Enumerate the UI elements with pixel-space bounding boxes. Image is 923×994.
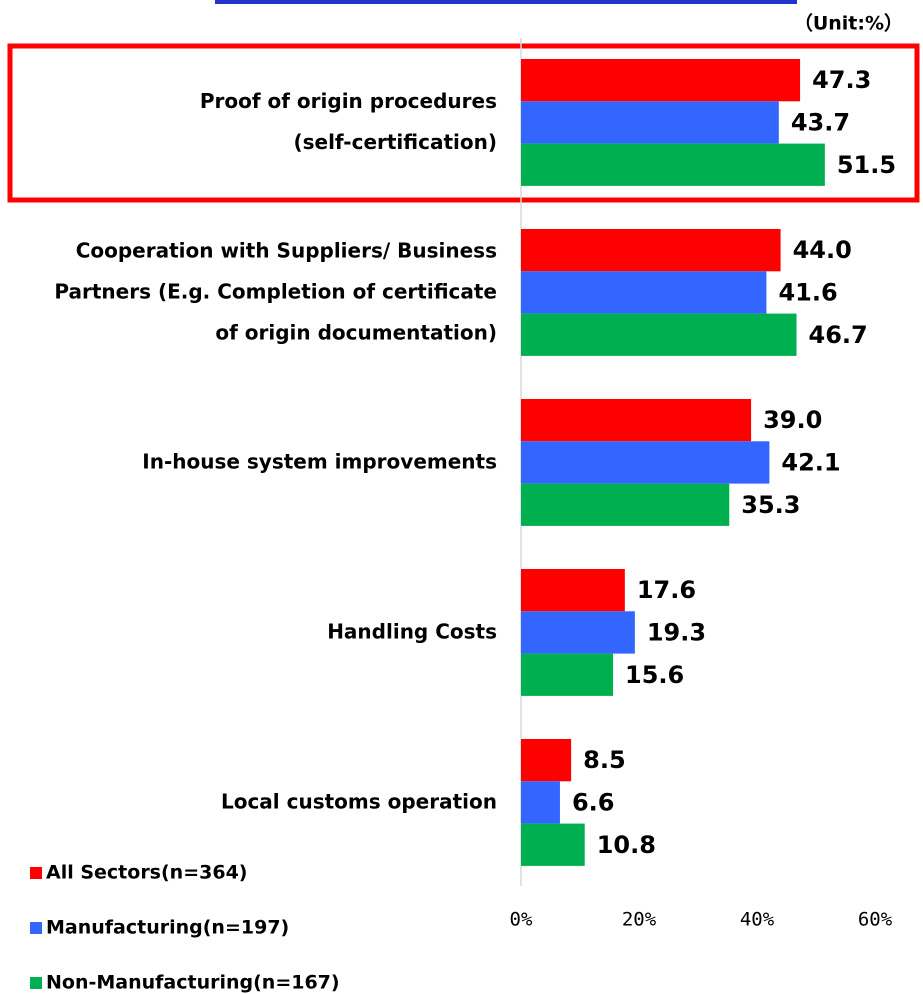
bar	[521, 569, 625, 612]
value-label: 10.8	[597, 831, 656, 859]
value-label: 46.7	[809, 321, 868, 349]
bar	[521, 313, 797, 356]
bar	[521, 59, 801, 102]
x-tick-label: 0%	[510, 909, 533, 931]
x-tick-label: 20%	[622, 909, 657, 931]
bar	[521, 229, 781, 272]
bar	[521, 271, 767, 314]
category-label: Handling Costs	[327, 619, 497, 643]
bar	[521, 483, 730, 526]
legend-swatch	[30, 977, 42, 989]
bar	[521, 781, 560, 824]
legend-label: Manufacturing(n=197)	[46, 917, 289, 939]
bar	[521, 143, 825, 186]
bar	[521, 611, 635, 654]
bar	[521, 823, 585, 866]
x-tick-label: 60%	[858, 909, 893, 931]
legend-swatch	[30, 922, 42, 934]
value-label: 47.3	[812, 66, 871, 94]
legend-label: All Sectors(n=364)	[46, 862, 247, 884]
bar	[521, 653, 614, 696]
bar	[521, 441, 770, 484]
value-label: 17.6	[637, 576, 696, 604]
category-label: Proof of origin procedures (self-certific…	[200, 88, 497, 153]
value-label: 35.3	[741, 491, 800, 519]
bar	[521, 101, 779, 144]
value-label: 43.7	[791, 108, 850, 136]
legend-label: Non-Manufacturing(n=167)	[46, 972, 340, 994]
value-label: 44.0	[793, 236, 852, 264]
x-tick-label: 40%	[740, 909, 775, 931]
value-label: 39.0	[763, 406, 822, 434]
value-label: 15.6	[625, 661, 684, 689]
category-label: Local customs operation	[221, 789, 497, 813]
category-label: In-house system improvements	[142, 449, 497, 473]
value-label: 6.6	[572, 788, 615, 816]
bar	[521, 399, 752, 442]
unit-label: （Unit:%）	[794, 12, 903, 35]
value-label: 8.5	[583, 746, 626, 774]
bar	[521, 739, 572, 782]
legend-swatch	[30, 867, 42, 879]
value-label: 42.1	[781, 448, 840, 476]
category-label: Cooperation with Suppliers/ Business Part…	[54, 238, 497, 344]
value-label: 19.3	[647, 618, 706, 646]
value-label: 51.5	[837, 151, 896, 179]
value-label: 41.6	[778, 278, 837, 306]
highlight-box	[7, 43, 920, 203]
